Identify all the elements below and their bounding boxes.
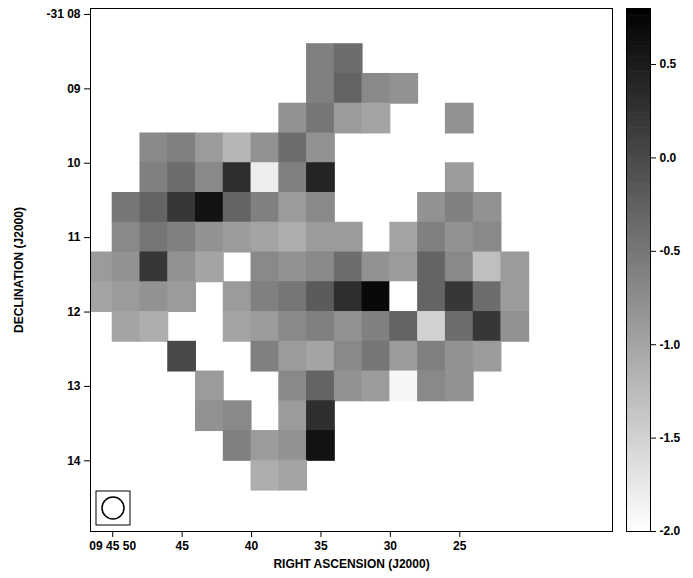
- svg-text:10: 10: [67, 156, 81, 170]
- svg-text:-31 08: -31 08: [46, 7, 80, 21]
- svg-text:09 45 50: 09 45 50: [89, 539, 136, 553]
- svg-text:DECLINATION (J2000): DECLINATION (J2000): [12, 207, 26, 333]
- svg-text:-0.5: -0.5: [660, 244, 681, 258]
- svg-text:11: 11: [68, 230, 81, 244]
- svg-text:40: 40: [245, 539, 259, 553]
- svg-text:0.5: 0.5: [660, 57, 677, 71]
- svg-text:-2.0: -2.0: [660, 524, 681, 538]
- svg-text:09: 09: [67, 82, 81, 96]
- svg-text:25: 25: [453, 539, 467, 553]
- svg-text:-1.0: -1.0: [660, 338, 681, 352]
- svg-text:0.0: 0.0: [660, 151, 677, 165]
- svg-text:30: 30: [384, 539, 398, 553]
- svg-text:35: 35: [314, 539, 328, 553]
- svg-text:RIGHT ASCENSION (J2000): RIGHT ASCENSION (J2000): [273, 557, 429, 571]
- svg-text:45: 45: [175, 539, 189, 553]
- svg-text:-1.5: -1.5: [660, 431, 681, 445]
- svg-text:14: 14: [67, 454, 81, 468]
- svg-text:13: 13: [67, 379, 81, 393]
- svg-text:12: 12: [67, 305, 81, 319]
